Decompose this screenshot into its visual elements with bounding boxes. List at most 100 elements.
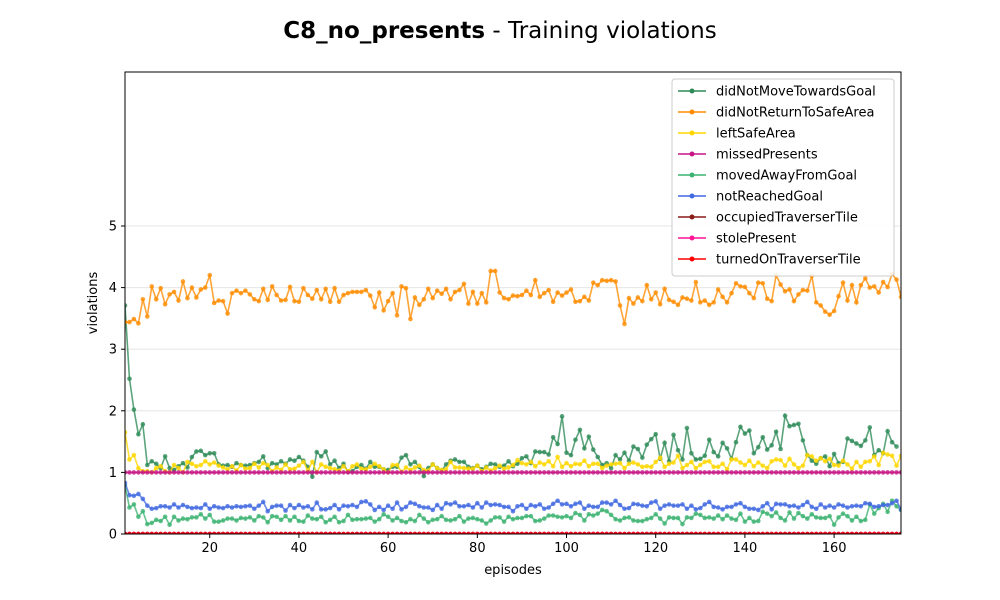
data-point [425, 505, 431, 510]
data-point [698, 470, 703, 475]
data-point [198, 470, 204, 475]
data-point [202, 470, 208, 475]
data-point [653, 459, 659, 465]
data-point [381, 511, 386, 517]
data-point [604, 508, 609, 514]
data-point [234, 288, 239, 293]
y-axis-ticks: 0 1 2 3 4 5 [109, 220, 125, 543]
data-point [822, 531, 828, 534]
data-point [466, 502, 471, 508]
data-point [577, 531, 583, 534]
data-point [640, 455, 645, 460]
data-point [202, 516, 208, 521]
data-point [787, 531, 792, 534]
data-point [849, 470, 855, 475]
data-point [880, 502, 886, 508]
data-point [657, 506, 663, 512]
data-point [278, 531, 284, 534]
data-point [220, 465, 226, 470]
data-point [800, 287, 806, 293]
data-point [412, 295, 418, 300]
data-point [194, 295, 199, 300]
data-point [158, 531, 163, 534]
data-point [229, 463, 235, 469]
data-point [840, 458, 846, 464]
data-point [582, 531, 587, 534]
data-point [715, 287, 721, 292]
data-point [332, 470, 337, 475]
data-point [644, 442, 650, 447]
data-point [608, 465, 614, 471]
legend-swatch-marker [689, 88, 695, 94]
data-point [519, 455, 525, 461]
legend-swatch-marker [689, 109, 695, 115]
data-point [408, 500, 413, 505]
data-point [385, 298, 391, 304]
x-axis-label: episodes [484, 563, 542, 578]
data-point [720, 470, 725, 475]
data-point [305, 531, 311, 534]
data-point [831, 470, 837, 475]
data-point [314, 470, 320, 475]
data-point [733, 531, 739, 534]
data-point [483, 500, 489, 505]
data-point [171, 531, 177, 534]
data-point [845, 505, 850, 510]
data-point [510, 508, 516, 514]
data-point [849, 438, 855, 444]
data-point [528, 459, 534, 465]
data-point [622, 515, 627, 521]
data-point [292, 514, 297, 520]
data-point [608, 502, 614, 507]
data-point [443, 286, 449, 292]
data-point [162, 301, 168, 307]
data-point [666, 515, 672, 520]
data-point [573, 470, 578, 475]
data-point [720, 294, 725, 300]
plot-frame [124, 71, 902, 535]
data-point [189, 454, 195, 460]
data-point [742, 431, 748, 436]
data-point [666, 502, 672, 507]
data-point [202, 502, 208, 507]
data-point [706, 470, 712, 475]
data-point [256, 531, 262, 534]
data-point [644, 282, 650, 288]
data-point [698, 300, 703, 305]
data-point [207, 451, 213, 456]
data-point [689, 459, 694, 465]
data-point [211, 470, 217, 475]
series-didNotMoveTowardsGoal [125, 303, 899, 480]
data-point [867, 531, 873, 534]
data-point [483, 465, 489, 470]
data-point [470, 470, 476, 475]
data-point [265, 520, 271, 525]
data-point [483, 521, 489, 526]
data-point [167, 505, 172, 510]
data-point [537, 470, 543, 475]
data-point [167, 292, 172, 297]
data-point [680, 502, 685, 507]
data-point [733, 470, 739, 475]
data-point [287, 502, 293, 508]
data-point [488, 502, 494, 508]
data-point [564, 470, 569, 475]
data-point [408, 516, 413, 522]
data-point [764, 470, 770, 475]
data-point [894, 463, 899, 468]
data-point [207, 531, 213, 534]
data-point [506, 470, 511, 475]
data-point [519, 460, 525, 466]
legend-label: occupiedTraverserTile [716, 211, 858, 226]
data-point [729, 504, 734, 510]
data-point [564, 513, 569, 519]
data-point [327, 465, 333, 471]
data-point [497, 470, 502, 475]
data-point [635, 462, 641, 467]
data-point [871, 470, 877, 475]
data-point [599, 277, 605, 283]
data-point [568, 515, 574, 521]
data-point [296, 531, 302, 534]
data-point [341, 470, 346, 475]
